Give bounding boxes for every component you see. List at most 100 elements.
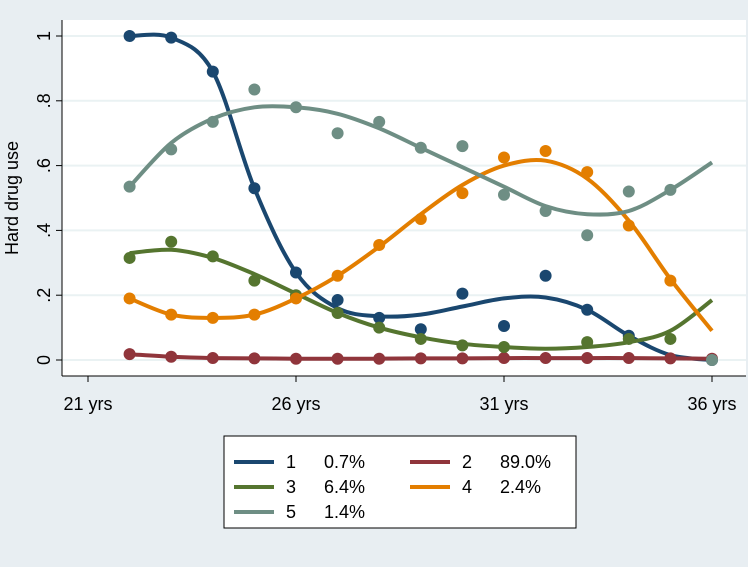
series-3 xyxy=(123,235,714,354)
series-5-point xyxy=(331,127,344,140)
series-4-point xyxy=(664,274,677,287)
series-2-point xyxy=(414,352,427,365)
series-4 xyxy=(123,145,714,333)
series-1-point xyxy=(456,287,469,300)
series-4-point xyxy=(581,166,594,179)
x-tick-label: 31 yrs xyxy=(479,394,528,414)
series-5-point xyxy=(539,204,552,217)
x-tick-label: 36 yrs xyxy=(687,394,736,414)
series-2-point xyxy=(290,352,302,365)
series-1-point xyxy=(581,303,594,316)
series-1-point xyxy=(165,31,178,44)
series-5-point xyxy=(456,140,469,153)
series-1 xyxy=(123,30,718,366)
series-1-point xyxy=(373,311,386,324)
y-tick-label: 1 xyxy=(34,31,54,41)
series-5-point xyxy=(206,115,219,128)
series-2-point xyxy=(248,352,261,365)
legend-share: 1.4% xyxy=(324,502,365,522)
legend-item-1: 1 0.7% xyxy=(234,452,365,472)
legend-label: 3 xyxy=(286,477,296,497)
series-5-point xyxy=(581,229,594,242)
series-3-point xyxy=(498,341,510,354)
legend-item-2: 2 89.0% xyxy=(410,452,551,472)
y-tick-label: .4 xyxy=(34,223,54,238)
series-5 xyxy=(123,83,718,366)
series-3-point xyxy=(206,250,219,263)
y-axis-title: Hard drug use xyxy=(2,141,22,255)
legend-share: 89.0% xyxy=(500,452,551,472)
series-3-point xyxy=(456,339,469,352)
series-3-point xyxy=(664,332,677,345)
x-tick-label: 21 yrs xyxy=(63,394,112,414)
legend-label: 5 xyxy=(286,502,296,522)
series-5-point xyxy=(622,185,635,198)
series-2-point xyxy=(539,352,552,365)
series-3-point xyxy=(248,274,261,287)
series-4-point xyxy=(622,219,635,232)
legend-label: 4 xyxy=(462,477,472,497)
series-4-point xyxy=(373,238,386,251)
series-1-point xyxy=(331,294,344,307)
series-2-point xyxy=(331,352,344,365)
series-3-point xyxy=(581,336,594,349)
series-5-point xyxy=(290,101,302,114)
y-tick-label: .8 xyxy=(34,93,54,108)
series-2 xyxy=(123,348,718,365)
series-4-point xyxy=(539,145,552,158)
legend: 1 0.7% 2 89.0% 3 6.4% 4 2.4% 5 1.4% xyxy=(223,435,577,529)
series-4-point xyxy=(414,213,427,226)
series-2-point xyxy=(456,352,469,365)
series-3-point xyxy=(165,235,178,248)
legend-item-5: 5 1.4% xyxy=(234,502,365,522)
series-1-point xyxy=(206,65,219,78)
series-3-point xyxy=(331,307,344,320)
series-1-point xyxy=(414,323,427,336)
series-1-point xyxy=(290,266,302,279)
legend-label: 1 xyxy=(286,452,296,472)
series-1-point xyxy=(248,182,261,195)
series-2-point xyxy=(664,352,677,365)
series-2-point xyxy=(581,352,594,365)
series-5-point xyxy=(414,141,427,154)
series-1-point xyxy=(123,30,136,42)
ticks-layer: 0 .2 .4 .6 .8 1 21 yrs 26 yrs 31 yrs 36 yrs xyxy=(34,31,737,414)
series-2-point xyxy=(165,350,178,363)
series-2-point xyxy=(373,352,386,365)
legend-share: 0.7% xyxy=(324,452,365,472)
series-4-point xyxy=(248,308,261,321)
series-4-point xyxy=(331,269,344,282)
plot-area xyxy=(62,20,746,376)
series-4-point xyxy=(498,151,510,164)
legend-share: 2.4% xyxy=(500,477,541,497)
legend-item-3: 3 6.4% xyxy=(234,477,365,497)
legend-box xyxy=(223,435,577,529)
series-5-point xyxy=(498,188,510,201)
series-layer xyxy=(123,30,718,366)
y-tick-label: 0 xyxy=(34,355,54,365)
series-4-point xyxy=(123,292,136,305)
series-1-point xyxy=(539,269,552,282)
series-3-point xyxy=(622,332,635,345)
series-4-point xyxy=(165,308,178,321)
series-4-point xyxy=(456,187,469,200)
series-5-point xyxy=(123,180,136,193)
series-2-point xyxy=(123,348,136,361)
series-4-point xyxy=(290,292,302,305)
y-tick-label: .6 xyxy=(34,158,54,173)
axes-layer xyxy=(61,20,746,377)
series-5-point xyxy=(664,183,677,196)
series-5-point xyxy=(373,115,386,128)
series-2-point xyxy=(206,352,219,365)
series-2-point xyxy=(498,352,510,365)
series-5-point xyxy=(248,83,261,96)
legend-item-4: 4 2.4% xyxy=(410,477,541,497)
series-1-line xyxy=(129,32,713,362)
series-3-point xyxy=(373,321,386,334)
series-4-point xyxy=(206,311,219,324)
x-tick-label: 26 yrs xyxy=(271,394,320,414)
series-5-point xyxy=(706,354,718,366)
series-3-point xyxy=(123,251,136,264)
